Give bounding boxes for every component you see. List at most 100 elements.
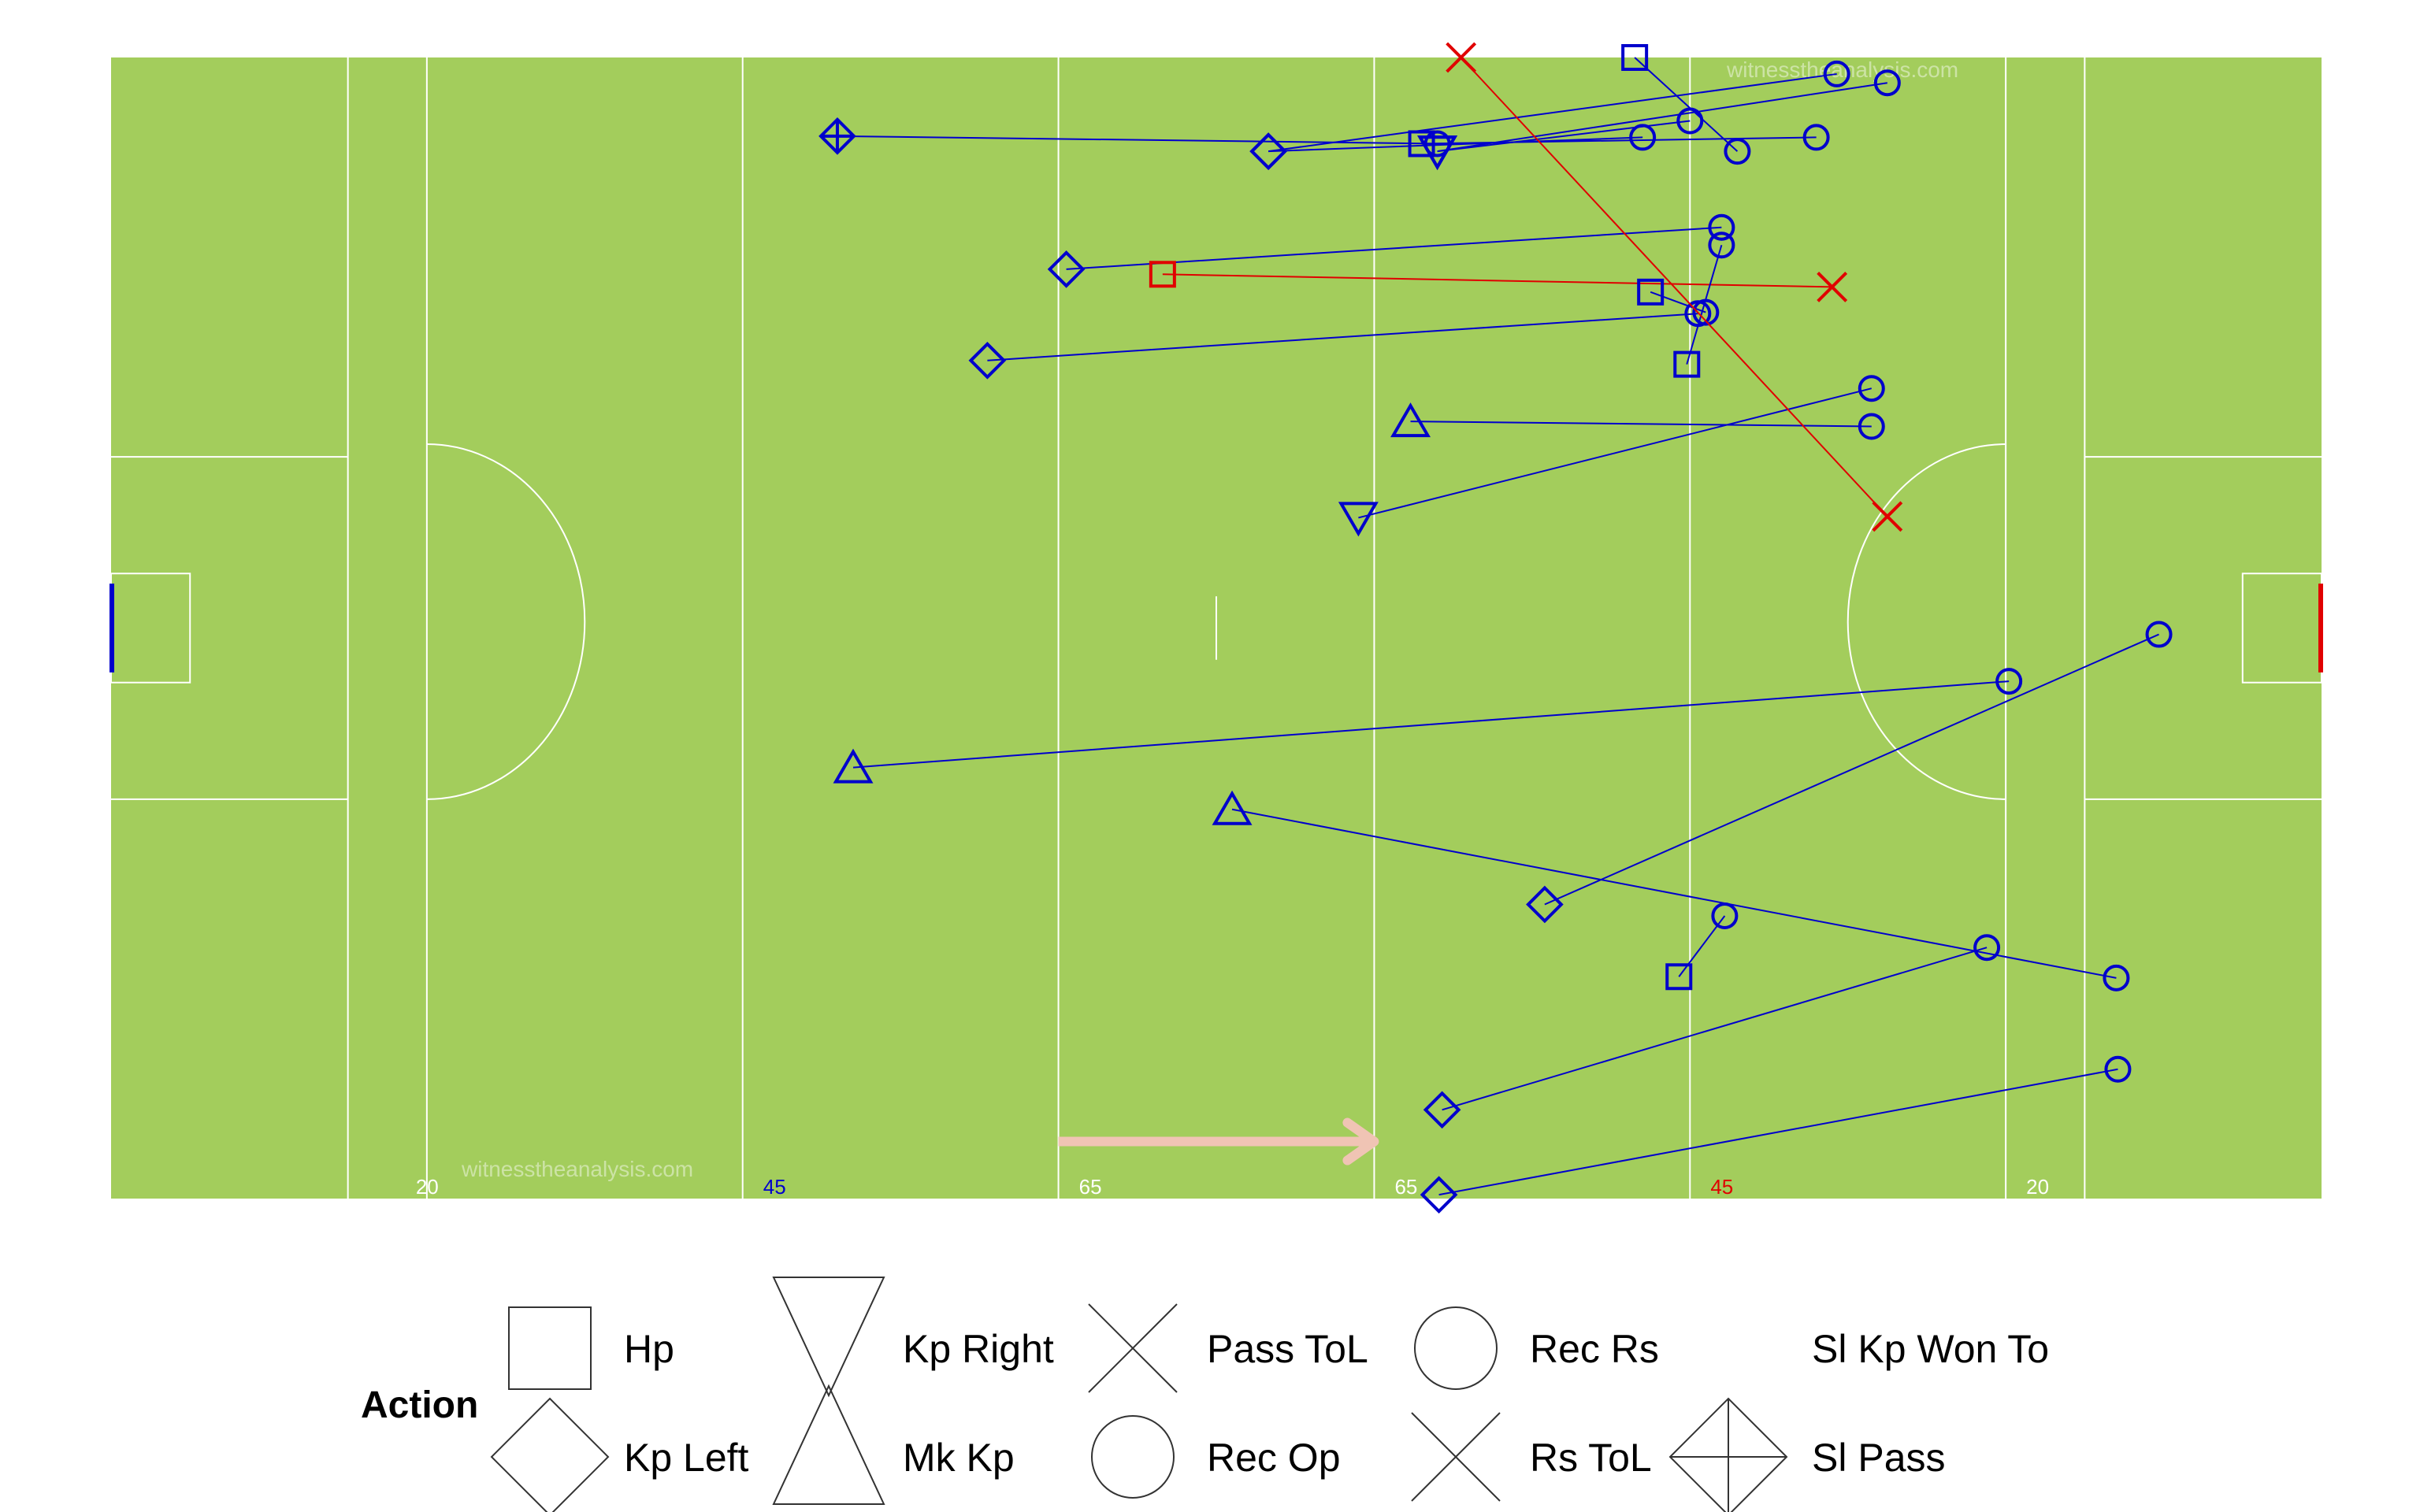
pass-event: [1673, 232, 1735, 378]
pass-line: [1437, 82, 1887, 153]
event-marker: [1621, 44, 1649, 71]
square-marker: [1665, 963, 1693, 991]
pass-line: [1442, 947, 1988, 1111]
event-marker: [1338, 502, 1379, 537]
cross-marker: [1817, 271, 1848, 302]
legend-item: Rec Rs: [1414, 1306, 1659, 1390]
legend-item: Sl Kp Won To: [1812, 1327, 2049, 1371]
pass-event: [1526, 621, 2173, 924]
legend-item: Kp Left: [490, 1397, 749, 1512]
event-marker: [1423, 1091, 1461, 1129]
direction-arrow-head: [1342, 1117, 1379, 1166]
legend-item: Rs ToL: [1411, 1412, 1652, 1502]
circle-marker: [1802, 124, 1830, 151]
event-marker: [1390, 402, 1431, 438]
large-rect-right: [2084, 456, 2322, 800]
square-marker: [1621, 44, 1649, 71]
pass-line: [852, 680, 2010, 769]
event-marker: [818, 117, 856, 155]
cross-marker: [1446, 42, 1477, 73]
event-marker: [1708, 232, 1735, 259]
legend-label: Kp Left: [624, 1436, 749, 1480]
circle-marker: [1995, 668, 2023, 695]
legend-key-diamond: [490, 1397, 610, 1512]
pass-line: [1544, 633, 2159, 906]
legend-item: Pass ToL: [1088, 1303, 1368, 1393]
arc-right: [1847, 443, 2006, 800]
legend-key-circle: [1091, 1415, 1175, 1499]
event-marker: [1858, 375, 1885, 402]
diamond-plus-marker: [818, 117, 856, 155]
pass-event: [1338, 375, 1885, 537]
circle-marker: [1858, 375, 1885, 402]
legend-key-triangle-down: [772, 1277, 885, 1398]
event-marker: [833, 748, 874, 784]
pass-event: [1446, 42, 1903, 532]
pitch-distance-labels: 20 45 65 65 45 20: [416, 1175, 2049, 1199]
legend-key-triangle-up: [772, 1384, 885, 1505]
legend-key-diamond-plus: [1668, 1397, 1788, 1512]
diamond-marker: [1420, 1176, 1458, 1214]
circle-marker: [1724, 138, 1751, 165]
event-marker: [1420, 1176, 1458, 1214]
square-marker: [1408, 130, 1435, 158]
legend-key-cross: [1411, 1412, 1501, 1502]
square-marker: [1637, 278, 1665, 306]
event-marker: [1973, 934, 2001, 962]
triangle-down-marker: [1338, 502, 1379, 537]
legend-label: Kp Right: [903, 1327, 1054, 1371]
legend-key-circle: [1414, 1306, 1498, 1390]
large-rect-left: [111, 456, 348, 800]
circle-marker: [1711, 902, 1739, 929]
event-marker: [1872, 501, 1903, 532]
event-marker: [1417, 135, 1458, 171]
pass-line: [1421, 136, 1817, 145]
event-marker: [1149, 261, 1176, 288]
diamond-marker: [968, 341, 1007, 380]
pitch: [109, 57, 2323, 1199]
triangle-down-marker: [1417, 135, 1458, 171]
event-marker: [2104, 1055, 2132, 1083]
legend-item: Sl Pass: [1668, 1397, 1946, 1512]
watermark-bottom: witnesstheanalysis.com: [461, 1157, 693, 1181]
pass-line: [1231, 808, 2117, 979]
legend-title: Action: [361, 1384, 478, 1426]
pass-line: [987, 313, 1698, 361]
triangle-up-marker: [1390, 402, 1431, 438]
circle-marker: [1708, 232, 1735, 259]
event-marker: [1858, 413, 1885, 440]
diamond-marker: [1526, 885, 1564, 924]
pass-event: [1249, 124, 1657, 170]
pass-line: [1437, 120, 1691, 153]
square-marker: [1149, 261, 1176, 288]
circle-marker: [1823, 60, 1850, 87]
pass-event: [1423, 934, 2001, 1129]
legend-key-cross: [1088, 1303, 1178, 1393]
event-marker: [1823, 60, 1850, 87]
triangle-up-marker: [833, 748, 874, 784]
pass-line: [1686, 245, 1723, 365]
event-marker: [1708, 213, 1735, 241]
event-marker: [2145, 621, 2173, 648]
pass-event: [1212, 790, 2130, 991]
legend-label: Rec Op: [1207, 1436, 1341, 1480]
pass-event: [1621, 44, 1751, 165]
event-marker: [1673, 350, 1701, 378]
watermarks: witnesstheanalysis.com witnesstheanalysi…: [461, 57, 1958, 1181]
legend-item: Kp Right: [772, 1277, 1054, 1398]
legend-key-square: [508, 1306, 592, 1390]
event-marker: [1637, 278, 1665, 306]
pass-line: [1634, 57, 1739, 152]
pass-line: [1268, 72, 1837, 153]
event-marker: [1446, 42, 1477, 73]
pitch-distance-label: 65: [1079, 1175, 1102, 1199]
pass-event: [1420, 1055, 2132, 1214]
event-marker: [1665, 963, 1693, 991]
event-marker: [1047, 250, 1086, 288]
pass-event: [1665, 902, 1739, 991]
diamond-marker: [1047, 250, 1086, 288]
legend-label: Sl Pass: [1812, 1436, 1946, 1480]
circle-marker: [1629, 124, 1657, 151]
diamond-marker: [1249, 132, 1287, 170]
event-marker: [1724, 138, 1751, 165]
